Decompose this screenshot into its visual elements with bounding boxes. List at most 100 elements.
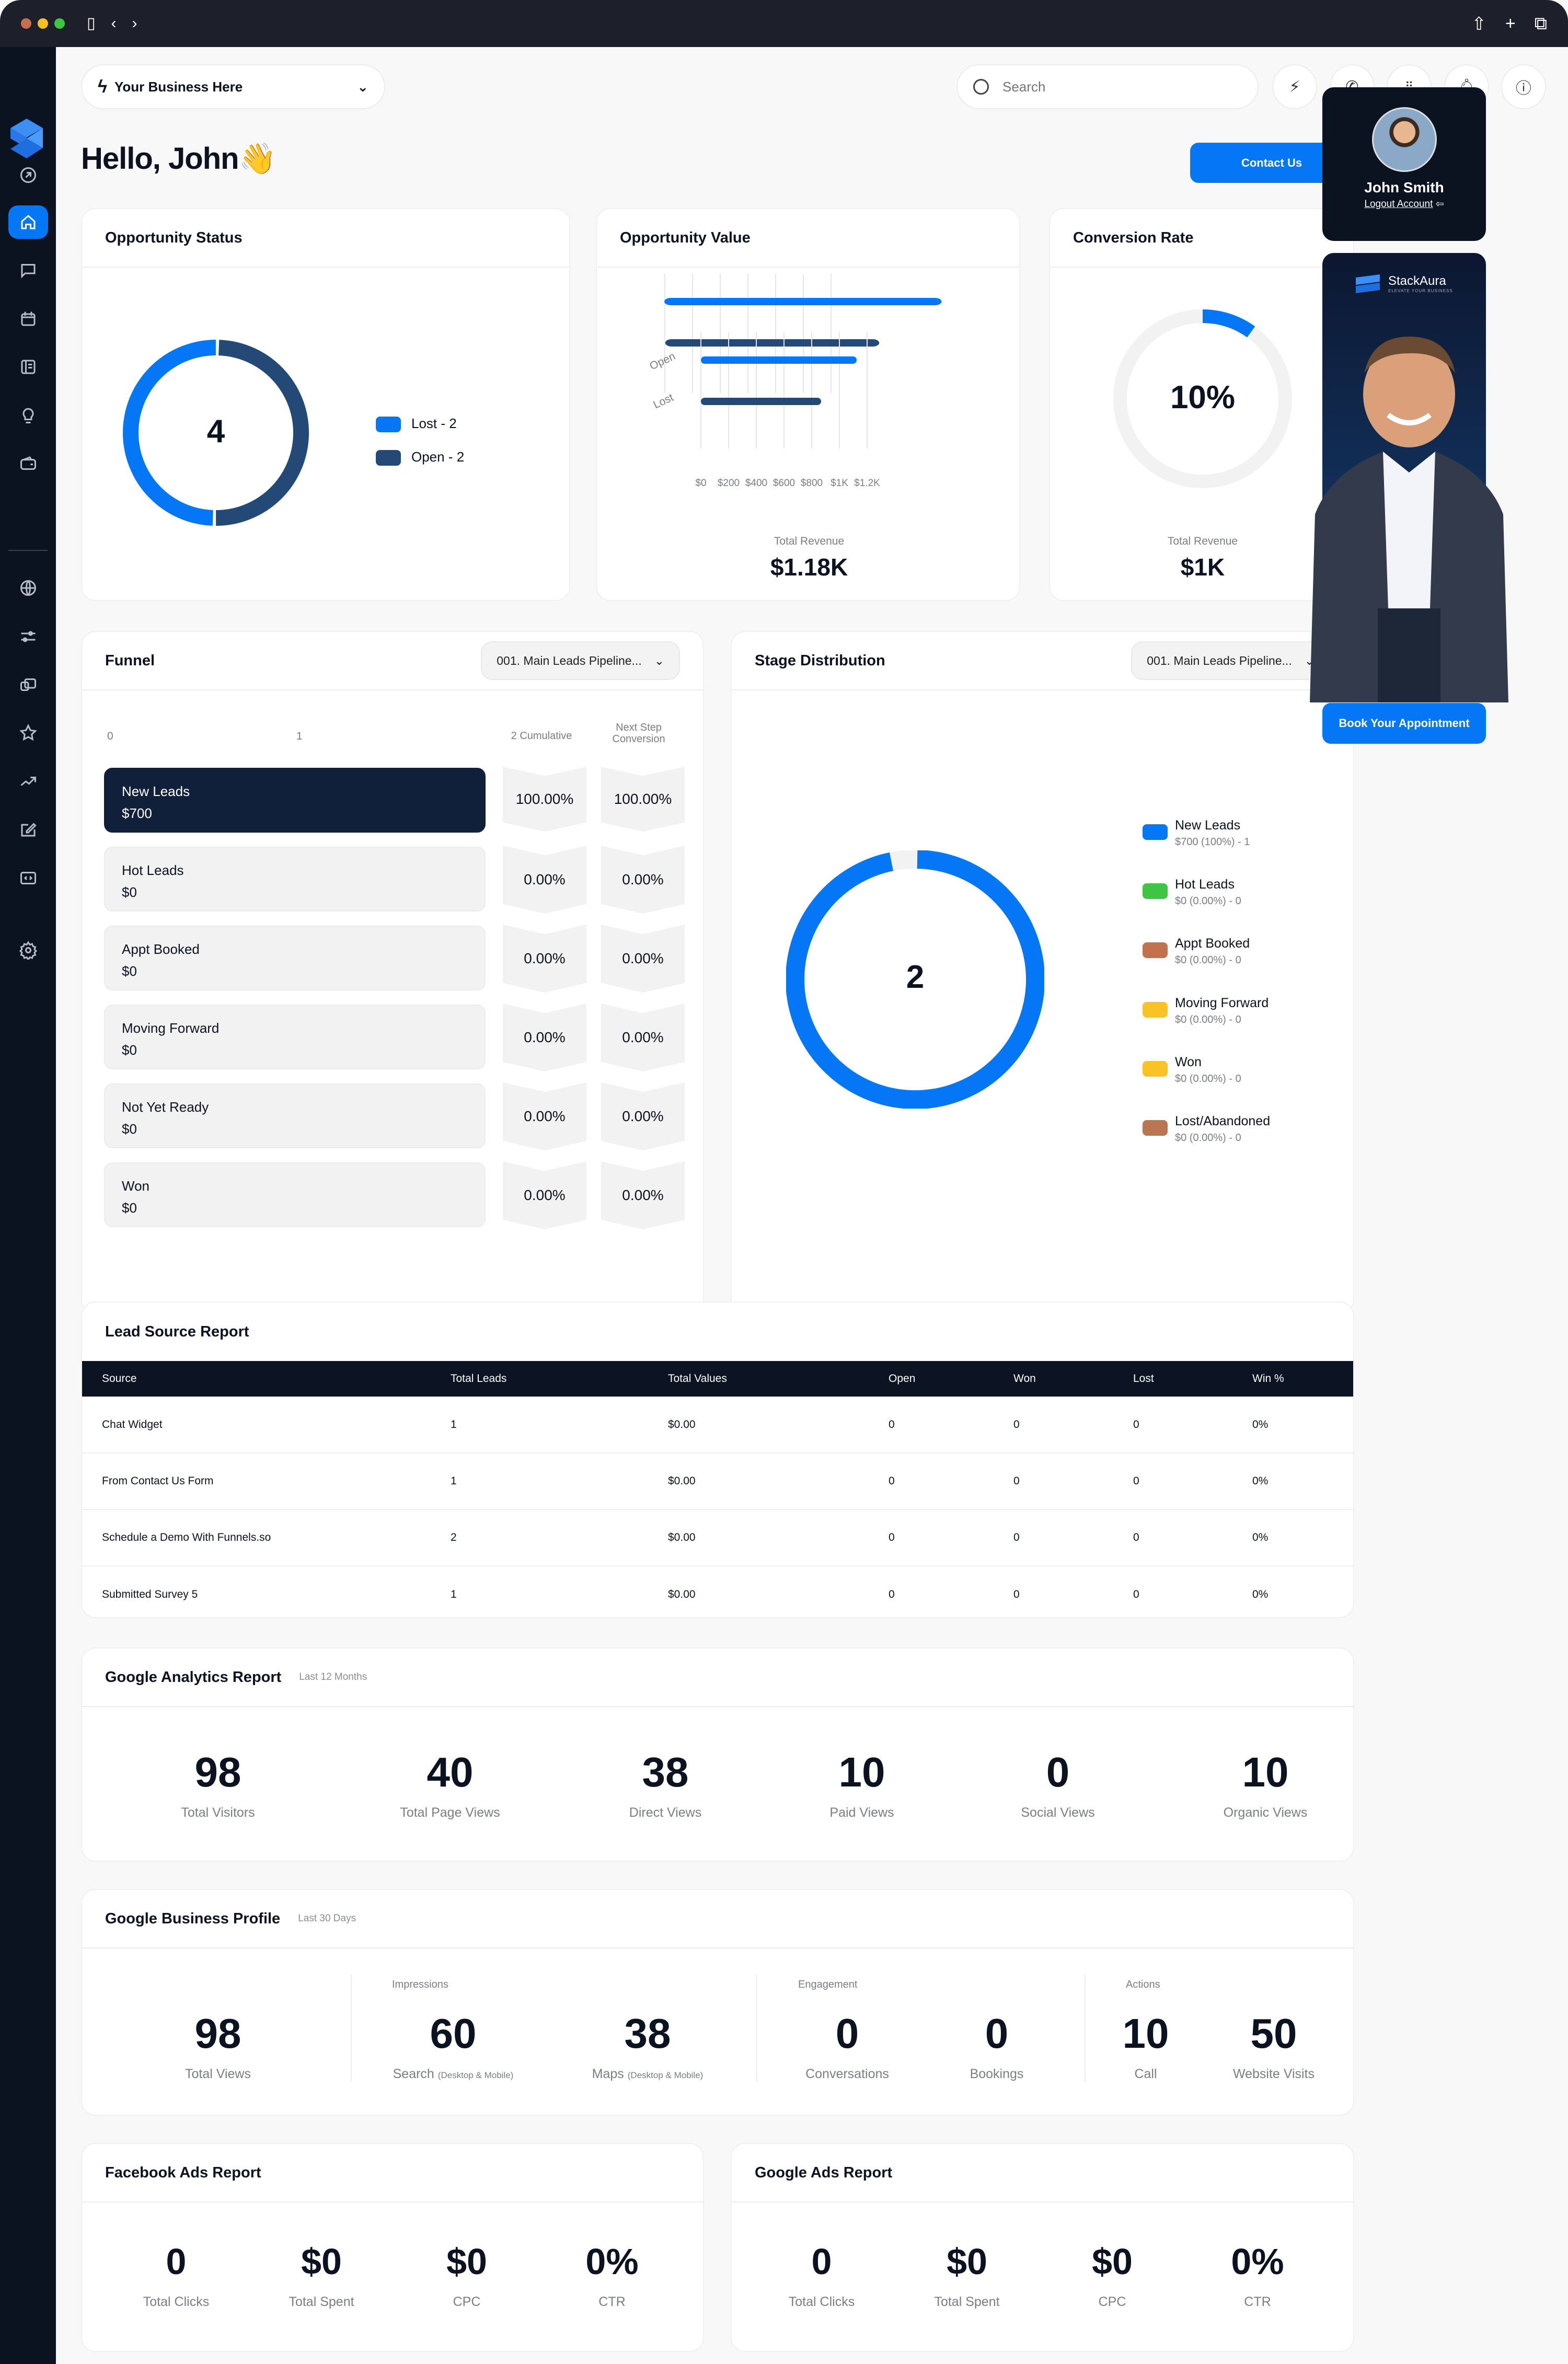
table-row[interactable]: Chat Widget 1 $0.00 0 0 0 0% bbox=[82, 1397, 1353, 1454]
sidebar-item-conversations[interactable] bbox=[0, 252, 56, 289]
cell: 0% bbox=[1232, 1397, 1353, 1454]
info-button[interactable]: ⓘ bbox=[1501, 64, 1546, 109]
legend-detail: $0 (0.00%) - 0 bbox=[1175, 1014, 1241, 1025]
legend-item-won[interactable]: Won $0 (0.00%) - 0 bbox=[1143, 1055, 1331, 1085]
sidebar-item-home[interactable] bbox=[0, 204, 56, 240]
app-logo-icon[interactable] bbox=[8, 118, 45, 159]
tabs-overview-icon[interactable]: ⧉ bbox=[1534, 14, 1547, 33]
cell: $0.00 bbox=[648, 1453, 869, 1510]
profile-card: John Smith Logout Account ⇦ bbox=[1322, 87, 1486, 241]
sidebar-toggle-icon[interactable]: ▯ bbox=[87, 15, 96, 32]
cell: 0 bbox=[994, 1509, 1113, 1566]
search-bar[interactable] bbox=[956, 64, 1259, 109]
star-icon bbox=[19, 724, 37, 741]
legend-item-new-leads[interactable]: New Leads $700 (100%) - 1 bbox=[1143, 818, 1331, 848]
new-tab-icon[interactable]: + bbox=[1505, 14, 1516, 33]
stage-name: New Leads bbox=[122, 783, 190, 799]
card-title: Opportunity Status bbox=[105, 229, 243, 246]
legend-item-appt-booked[interactable]: Appt Booked $0 (0.00%) - 0 bbox=[1143, 936, 1331, 966]
col-total-values[interactable]: Total Values bbox=[648, 1361, 869, 1397]
col-total-leads[interactable]: Total Leads bbox=[431, 1361, 648, 1397]
table-row[interactable]: Schedule a Demo With Funnels.so 2 $0.00 0 0 0… bbox=[82, 1509, 1353, 1566]
sidebar-item-reporting[interactable] bbox=[0, 763, 56, 800]
back-icon[interactable]: ‹ bbox=[111, 15, 117, 32]
table-row[interactable]: From Contact Us Form 1 $0.00 0 0 0 0% bbox=[82, 1453, 1353, 1510]
legend-item-moving-forward[interactable]: Moving Forward $0 (0.00%) - 0 bbox=[1143, 996, 1331, 1026]
sidebar-item-sites[interactable] bbox=[0, 570, 56, 606]
logout-link[interactable]: Logout Account ⇦ bbox=[1322, 198, 1486, 210]
cell: 2 bbox=[431, 1509, 648, 1566]
funnel-row[interactable]: New Leads $700 bbox=[104, 768, 486, 833]
stage-distribution-donut[interactable] bbox=[786, 850, 1044, 1109]
arrow-circle-icon bbox=[20, 167, 36, 183]
conversion-rate-ring[interactable] bbox=[1111, 307, 1294, 490]
funnel-row[interactable]: Hot Leads $0 bbox=[104, 847, 486, 912]
opportunity-status-donut[interactable] bbox=[123, 340, 309, 526]
funnel-row[interactable]: Not Yet Ready $0 bbox=[104, 1083, 486, 1148]
pipeline-value: 001. Main Leads Pipeline... bbox=[1147, 653, 1292, 667]
share-icon[interactable]: ⇧ bbox=[1471, 14, 1486, 34]
sidebar-item-automation[interactable] bbox=[0, 618, 56, 655]
facebook-ads-card: Facebook Ads Report 0 Total Clicks $0 Tota… bbox=[81, 2143, 704, 2352]
col-open[interactable]: Open bbox=[869, 1361, 994, 1397]
legend-item-lost[interactable]: Lost - 2 bbox=[376, 407, 464, 440]
avatar[interactable] bbox=[1371, 107, 1437, 172]
funnel-row[interactable]: Moving Forward $0 bbox=[104, 1005, 486, 1069]
legend-label: Open - 2 bbox=[411, 449, 465, 465]
brand-name: StackAura bbox=[1388, 274, 1446, 288]
book-appointment-button[interactable]: Book Your Appointment bbox=[1322, 703, 1486, 744]
stat-value: 0 bbox=[835, 2010, 859, 2057]
stat-label: Social Views bbox=[1021, 1805, 1095, 1820]
stat-label: CPC bbox=[453, 2294, 481, 2309]
stage-value: $0 bbox=[122, 1121, 137, 1137]
stage-value: $0 bbox=[122, 963, 137, 979]
stage-pipeline-dropdown[interactable]: 001. Main Leads Pipeline... ⌄ bbox=[1131, 641, 1330, 680]
opportunity-value-bar-chart[interactable] bbox=[618, 268, 999, 498]
google-analytics-card: Google Analytics Report Last 12 Months 98… bbox=[81, 1647, 1354, 1862]
legend-item-open[interactable]: Open - 2 bbox=[376, 440, 464, 474]
sidebar-item-payments[interactable] bbox=[0, 445, 56, 482]
promo-banner[interactable]: StackAura ELEVATE YOUR BUSINESS bbox=[1310, 253, 1508, 702]
group-label-impressions: Impressions bbox=[392, 1979, 448, 1990]
sidebar-item-forms[interactable] bbox=[0, 811, 56, 848]
sidebar-item-settings[interactable] bbox=[0, 932, 56, 968]
quick-actions-button[interactable]: ⚡ bbox=[1272, 64, 1317, 109]
legend-item-lost-abandoned[interactable]: Lost/Abandoned $0 (0.00%) - 0 bbox=[1143, 1114, 1331, 1144]
stat-cpc: $0 CPC bbox=[414, 2238, 519, 2310]
sidebar-item-launchpad[interactable] bbox=[0, 157, 56, 193]
sidebar-item-contacts[interactable] bbox=[0, 349, 56, 385]
col-won[interactable]: Won bbox=[994, 1361, 1113, 1397]
legend-item-hot-leads[interactable]: Hot Leads $0 (0.00%) - 0 bbox=[1143, 877, 1331, 907]
close-window-button[interactable] bbox=[21, 18, 31, 29]
sidebar-item-calendar[interactable] bbox=[0, 301, 56, 337]
sidebar-item-integrations[interactable] bbox=[0, 860, 56, 896]
col-source[interactable]: Source bbox=[82, 1361, 431, 1397]
stat-label: Call bbox=[1134, 2067, 1157, 2081]
stat-social-views: 0 Social Views bbox=[979, 1749, 1136, 1820]
google-business-profile-card: Google Business Profile Last 30 Days Impr… bbox=[81, 1889, 1354, 2116]
forward-icon[interactable]: › bbox=[132, 15, 137, 32]
stat-label: Organic Views bbox=[1223, 1805, 1308, 1820]
col-win-pct[interactable]: Win % bbox=[1232, 1361, 1353, 1397]
cumulative-pct: 0.00% bbox=[503, 1082, 586, 1150]
funnel-pipeline-dropdown[interactable]: 001. Main Leads Pipeline... ⌄ bbox=[481, 641, 680, 680]
funnel-row[interactable]: Appt Booked $0 bbox=[104, 926, 486, 990]
stat-conversations: 0 Conversations bbox=[795, 2010, 900, 2082]
sidebar-item-media[interactable] bbox=[0, 666, 56, 703]
business-selector[interactable]: ϟ Your Business Here ⌄ bbox=[81, 64, 385, 109]
table-row[interactable]: Submitted Survey 5 1 $0.00 0 0 0 0% bbox=[82, 1566, 1353, 1617]
sidebar-item-reputation[interactable] bbox=[0, 714, 56, 751]
minimize-window-button[interactable] bbox=[38, 18, 48, 29]
sidebar-item-ideas[interactable] bbox=[0, 397, 56, 434]
sidebar bbox=[0, 47, 56, 2364]
col-lost[interactable]: Lost bbox=[1113, 1361, 1232, 1397]
stat-label: Direct Views bbox=[629, 1805, 702, 1820]
lead-source-table: Source Total Leads Total Values Open Won… bbox=[82, 1361, 1353, 1617]
stat-total-views: 98 Total Views bbox=[160, 2010, 275, 2082]
funnel-row[interactable]: Won $0 bbox=[104, 1162, 486, 1227]
stat-value: 40 bbox=[426, 1749, 474, 1795]
cell: 0 bbox=[1113, 1397, 1232, 1454]
search-input[interactable] bbox=[1002, 78, 1232, 95]
chat-icon bbox=[21, 264, 35, 279]
maximize-window-button[interactable] bbox=[54, 18, 65, 29]
